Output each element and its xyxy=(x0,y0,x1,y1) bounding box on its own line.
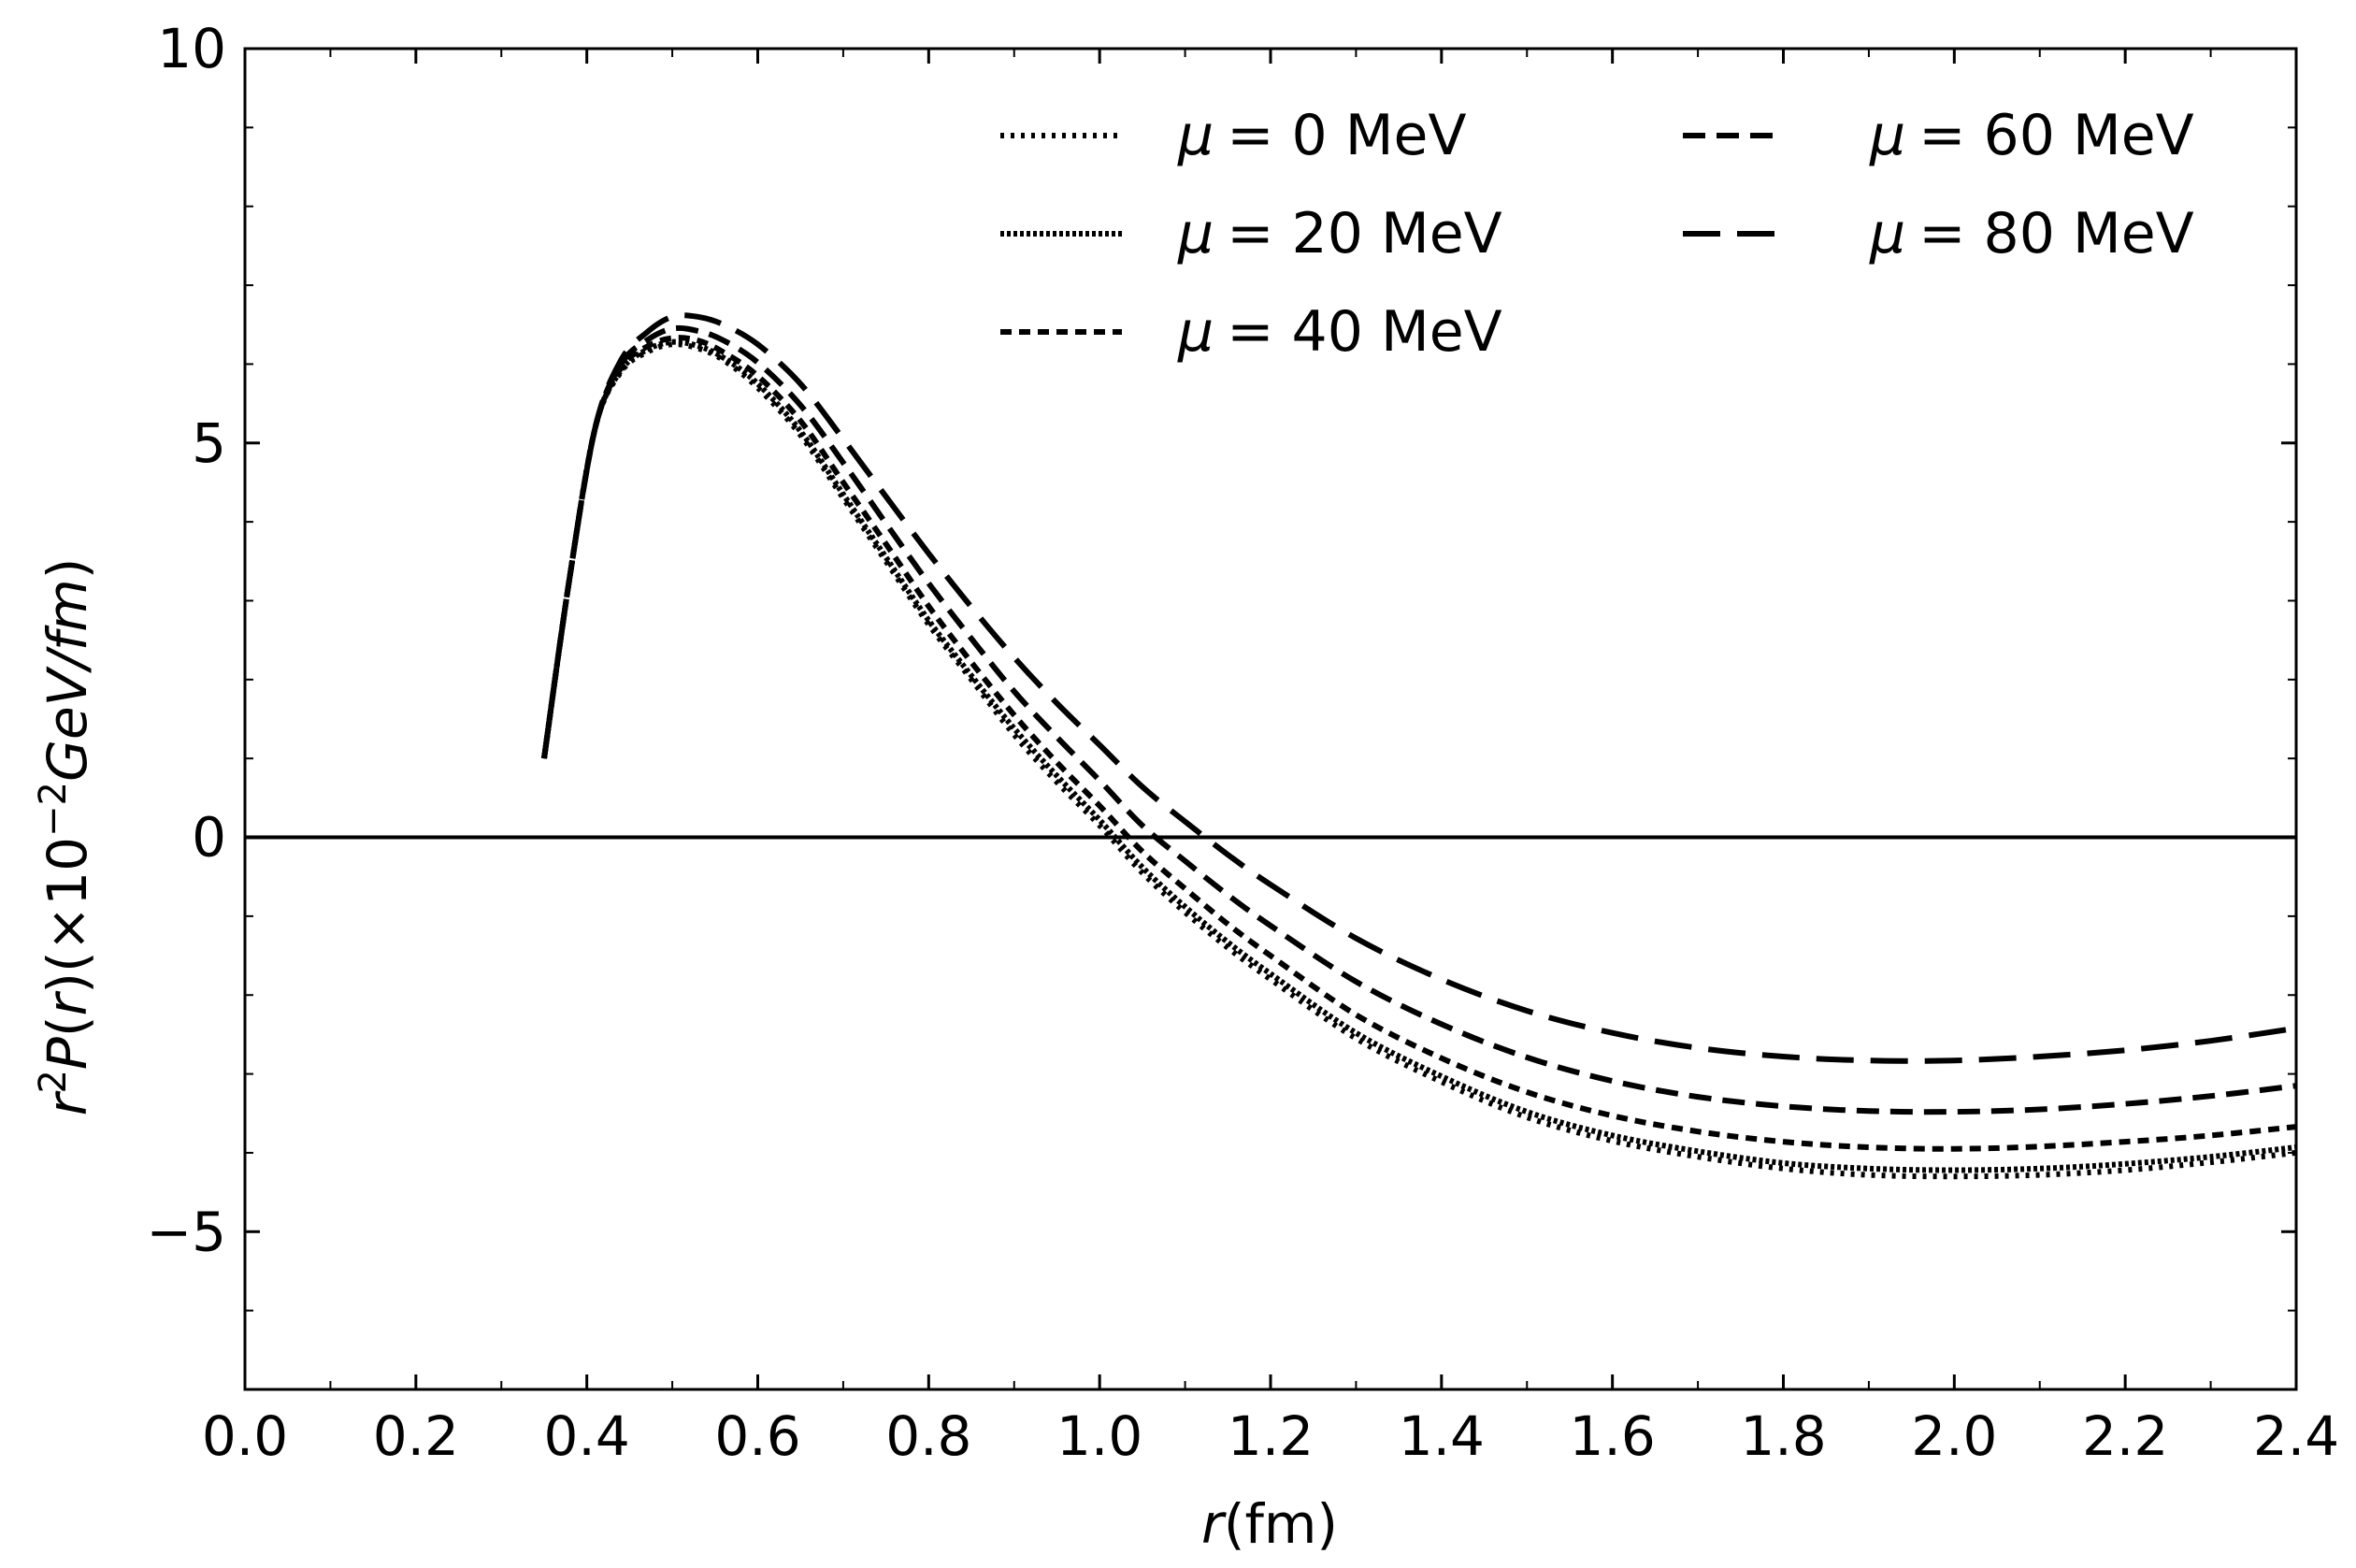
y-axis-label: r2P(r)(×10−2GeV/fm) xyxy=(32,558,99,1116)
legend-value-4: = 80 MeV xyxy=(1918,201,2194,266)
legend-value-2: = 40 MeV xyxy=(1227,299,1502,365)
legend-value-3: = 60 MeV xyxy=(1918,103,2194,168)
y-tick-label-1: 0 xyxy=(192,806,226,870)
x-tick-label-10: 2.0 xyxy=(1911,1404,1997,1468)
x-axis-label: r(fm) xyxy=(1201,1492,1338,1556)
legend-label-0: μ = 0 MeV xyxy=(1177,103,1467,168)
legend-value-1: = 20 MeV xyxy=(1227,201,1502,266)
y-tick-label-0: −5 xyxy=(147,1200,227,1263)
series-line-0 xyxy=(541,341,2296,1180)
x-tick-label-1: 0.2 xyxy=(373,1404,459,1468)
x-tick-label-9: 1.8 xyxy=(1740,1404,1826,1468)
y-tick-label-3: 10 xyxy=(157,17,226,80)
x-tick-label-6: 1.2 xyxy=(1228,1404,1314,1468)
y-tick-label-2: 5 xyxy=(192,411,226,475)
legend-mu-2: μ xyxy=(1177,299,1214,365)
legend-mu-3: μ xyxy=(1869,103,1905,168)
series-line-4 xyxy=(541,312,2296,1064)
series-line-2 xyxy=(541,335,2296,1152)
x-tick-label-11: 2.2 xyxy=(2082,1404,2168,1468)
x-tick-label-3: 0.6 xyxy=(714,1404,800,1468)
legend-value-0: = 0 MeV xyxy=(1227,103,1466,168)
x-tick-label-12: 2.4 xyxy=(2253,1404,2339,1468)
legend-label-4: μ = 80 MeV xyxy=(1869,201,2194,266)
x-tick-label-7: 1.4 xyxy=(1399,1404,1485,1468)
x-tick-label-4: 0.8 xyxy=(885,1404,971,1468)
legend-mu-0: μ xyxy=(1177,103,1214,168)
ticks-layer xyxy=(243,47,2298,1390)
x-tick-label-2: 0.4 xyxy=(544,1404,630,1468)
series-line-3 xyxy=(541,324,2296,1115)
legend-label-2: μ = 40 MeV xyxy=(1177,299,1502,365)
x-tick-label-5: 1.0 xyxy=(1056,1404,1142,1468)
legend-mu-1: μ xyxy=(1177,201,1214,266)
tick-labels-layer: 0.0 0.2 0.4 0.6 0.8 1.0 1.2 1.4 1.6 1.8 2.0 2.2 2.4 −… xyxy=(147,17,2340,1468)
x-tick-label-0: 0.0 xyxy=(202,1404,288,1468)
series-layer xyxy=(541,312,2296,1180)
legend-mu-4: μ xyxy=(1869,201,1905,266)
series-line-1 xyxy=(541,338,2296,1173)
legend-label-1: μ = 20 MeV xyxy=(1177,201,1502,266)
x-tick-label-8: 1.6 xyxy=(1570,1404,1656,1468)
legend-label-3: μ = 60 MeV xyxy=(1869,103,2194,168)
